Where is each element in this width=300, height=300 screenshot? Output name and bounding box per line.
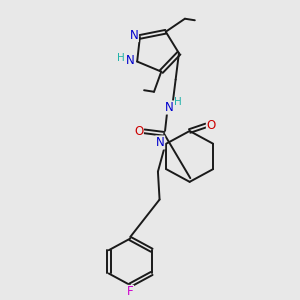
Text: H: H <box>117 52 125 62</box>
Text: F: F <box>127 285 134 298</box>
Text: N: N <box>165 101 173 114</box>
Text: N: N <box>130 28 138 41</box>
Text: O: O <box>206 119 216 132</box>
Text: H: H <box>174 97 182 107</box>
Text: O: O <box>134 125 143 138</box>
Text: N: N <box>125 54 134 67</box>
Text: N: N <box>156 136 165 149</box>
